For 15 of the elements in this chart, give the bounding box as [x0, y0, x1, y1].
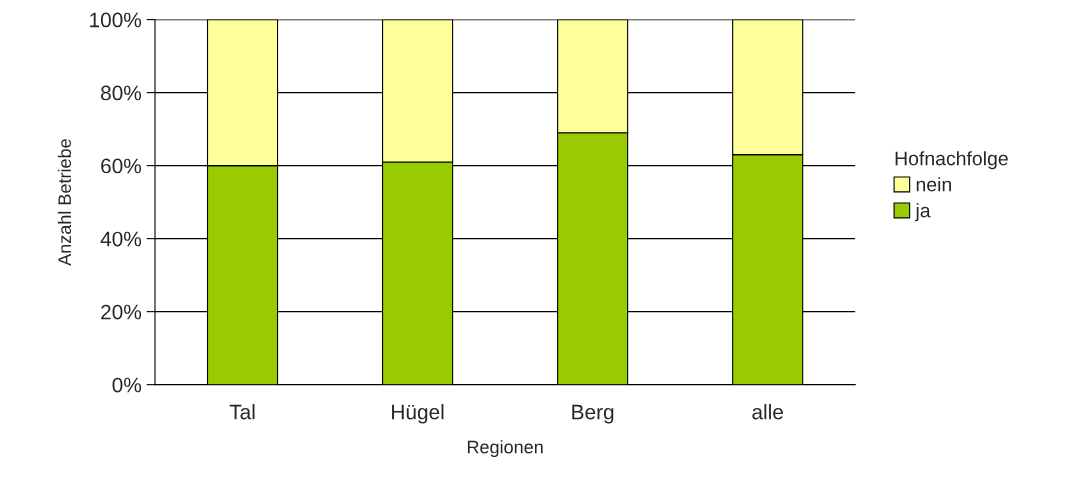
y-tick-label: 80%	[101, 85, 142, 101]
y-axis-title: Anzahl Betriebe	[57, 139, 72, 266]
y-tick-label: 0%	[112, 377, 142, 393]
y-tick-label: 100%	[90, 12, 142, 28]
x-axis-title: Regionen	[467, 440, 543, 458]
legend-title: Hofnachfolge	[895, 151, 1008, 170]
legend-label: nein	[916, 177, 951, 192]
legend-label: ja	[914, 203, 931, 222]
x-tick-label: Berg	[572, 404, 614, 424]
x-tick-label: alle	[752, 404, 783, 420]
y-tick-label: 60%	[101, 158, 142, 174]
y-tick-label: 20%	[101, 304, 142, 320]
x-tick-label: Hügel	[392, 404, 444, 424]
y-tick-label: 40%	[100, 231, 142, 247]
x-tick-label: Tal	[229, 404, 255, 420]
